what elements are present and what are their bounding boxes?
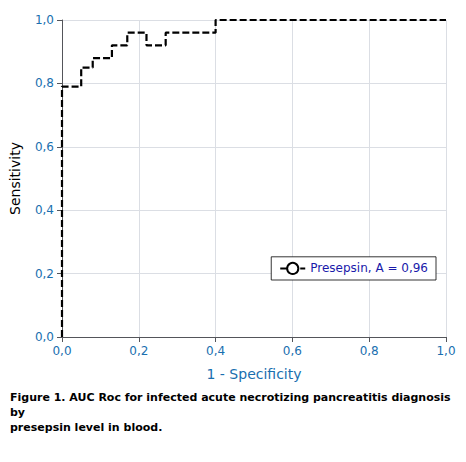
svg-text:0,6: 0,6 (283, 344, 302, 358)
svg-text:presepsin level in blood.: presepsin level in blood. (10, 421, 162, 434)
svg-text:Figure 1. AUC Roc for infected: Figure 1. AUC Roc for infected acute nec… (10, 391, 454, 404)
svg-text:0,4: 0,4 (206, 344, 225, 358)
svg-text:1 - Specificity: 1 - Specificity (206, 366, 301, 382)
svg-text:0,2: 0,2 (129, 344, 148, 358)
svg-text:0,4: 0,4 (35, 203, 54, 217)
svg-text:0,6: 0,6 (35, 140, 54, 154)
svg-text:0,2: 0,2 (35, 267, 54, 281)
svg-text:1,0: 1,0 (436, 344, 455, 358)
svg-text:Presepsin, A = 0,96: Presepsin, A = 0,96 (310, 261, 428, 275)
svg-text:0,8: 0,8 (360, 344, 379, 358)
svg-text:by: by (10, 406, 25, 419)
svg-text:0,0: 0,0 (35, 330, 54, 344)
svg-text:0,0: 0,0 (52, 344, 71, 358)
svg-text:0,8: 0,8 (35, 76, 54, 90)
svg-text:Sensitivity: Sensitivity (7, 142, 23, 215)
svg-text:1,0: 1,0 (35, 13, 54, 27)
